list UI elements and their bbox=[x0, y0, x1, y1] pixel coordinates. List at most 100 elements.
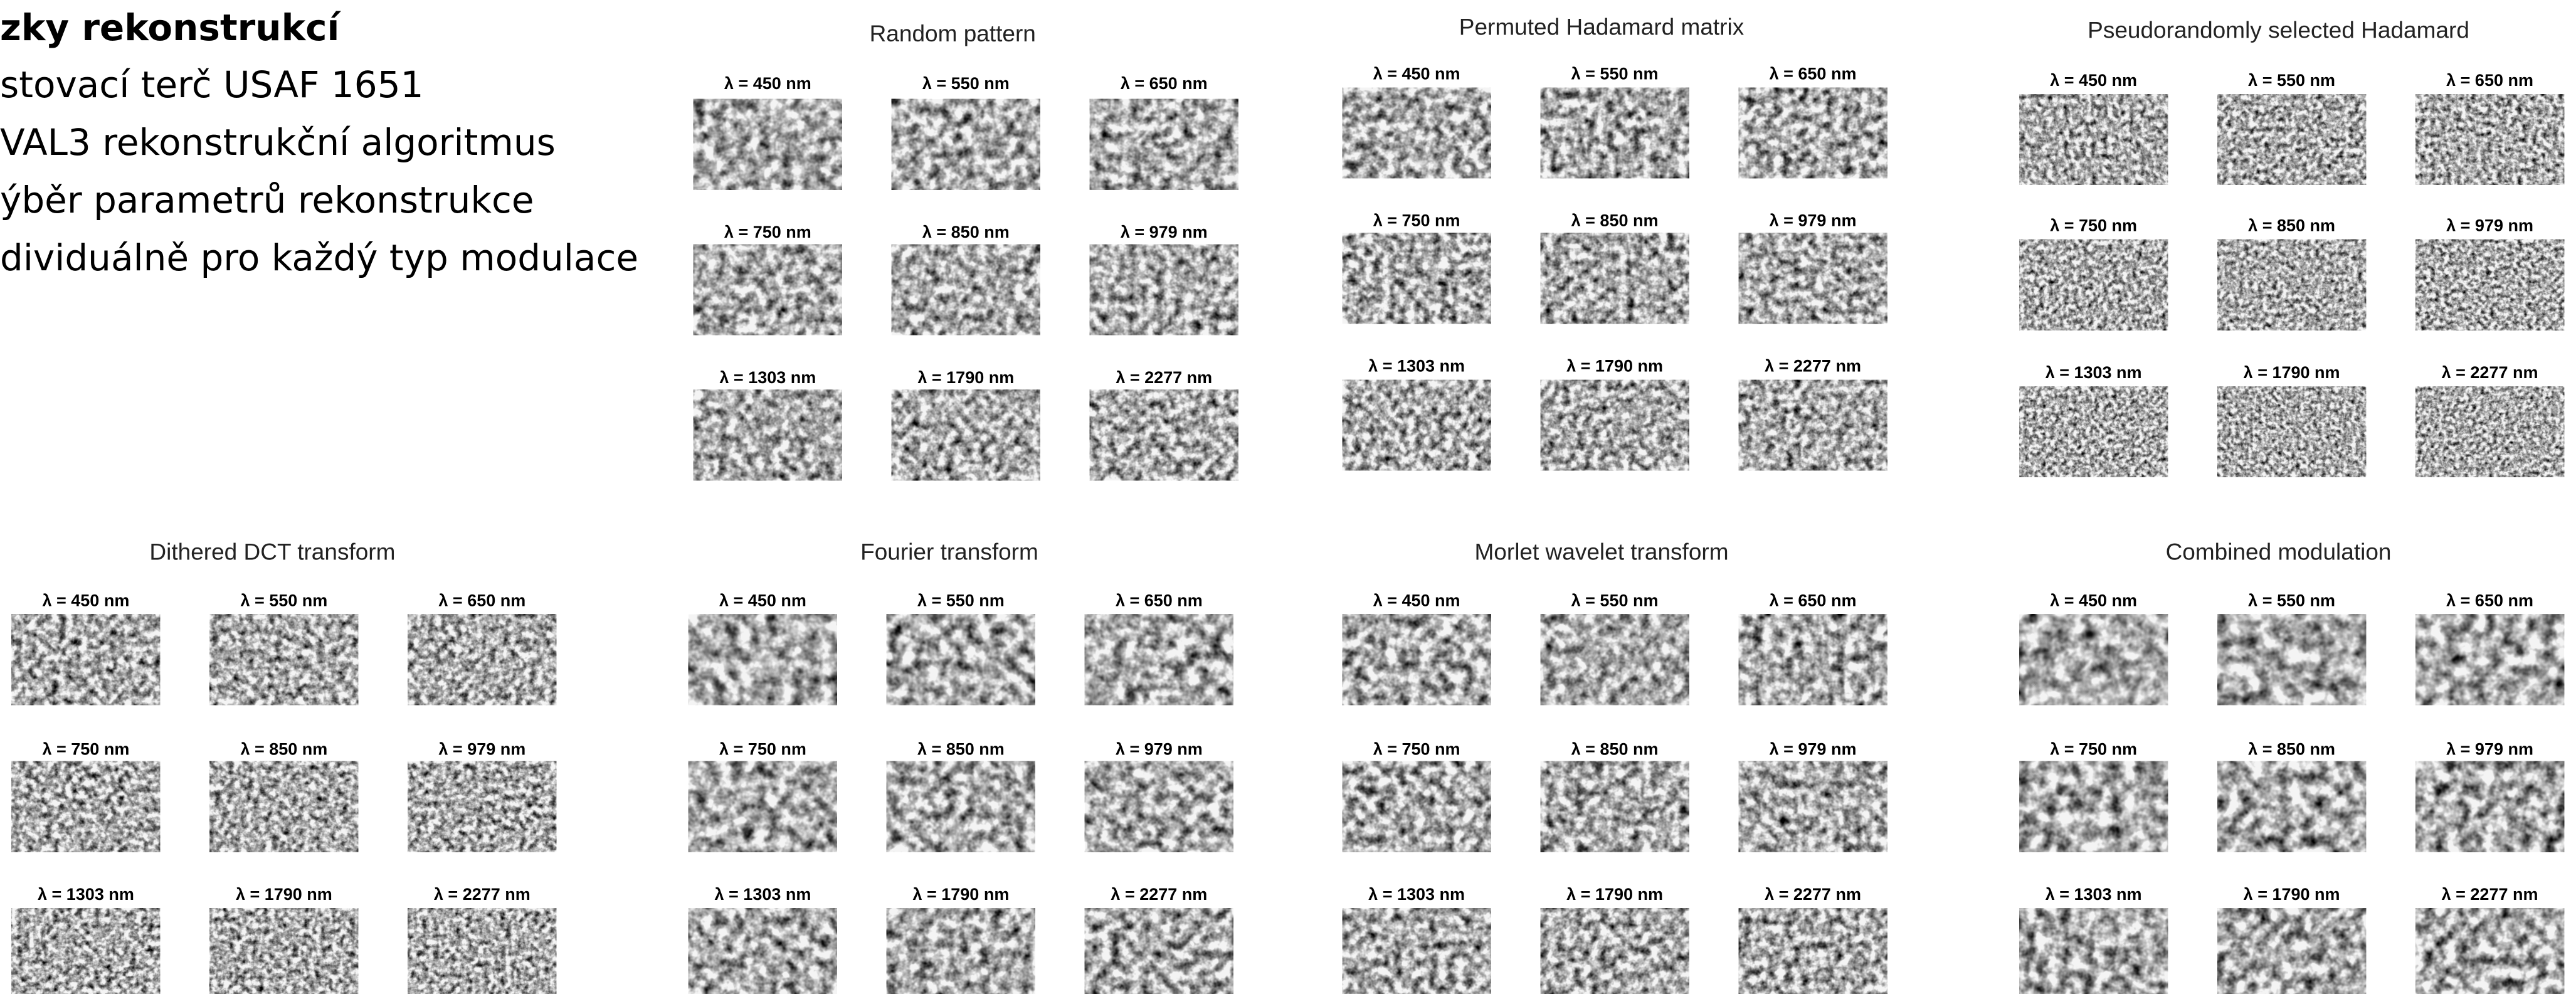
wavelength-label: λ = 850 nm bbox=[2248, 216, 2335, 235]
reconstruction-image bbox=[11, 908, 160, 994]
reconstruction-image bbox=[694, 99, 842, 190]
reconstruction-image bbox=[2217, 908, 2366, 994]
wavelength-label: λ = 550 nm bbox=[240, 591, 327, 610]
panel: Fourier transform λ = 450 nm λ = 550 nm λ =… bbox=[689, 539, 1233, 994]
wavelength-label: λ = 1303 nm bbox=[1368, 885, 1465, 904]
slide-title: zky rekonstrukcí bbox=[0, 6, 342, 49]
wavelength-label: λ = 1790 nm bbox=[917, 368, 1014, 387]
reconstruction-image bbox=[2019, 761, 2168, 852]
panel: Pseudorandomly selected Hadamard λ = 450 … bbox=[2019, 18, 2564, 477]
reconstruction-image bbox=[1541, 380, 1689, 471]
reconstruction-image bbox=[1541, 761, 1689, 852]
reconstruction-image bbox=[689, 908, 837, 994]
panel-title: Fourier transform bbox=[860, 539, 1038, 565]
wavelength-label: λ = 1303 nm bbox=[719, 368, 816, 387]
reconstruction-image bbox=[1343, 380, 1491, 471]
reconstruction-image bbox=[2415, 240, 2564, 330]
reconstruction-image bbox=[1739, 614, 1887, 705]
wavelength-label: λ = 1790 nm bbox=[236, 885, 332, 904]
panel: Permuted Hadamard matrix λ = 450 nm λ = 55… bbox=[1343, 14, 1887, 470]
wavelength-label: λ = 2277 nm bbox=[1111, 885, 1207, 904]
wavelength-label: λ = 2277 nm bbox=[2442, 363, 2538, 382]
wavelength-label: λ = 1303 nm bbox=[2045, 885, 2142, 904]
reconstruction-image bbox=[209, 908, 358, 994]
reconstruction-image bbox=[1541, 614, 1689, 705]
reconstruction-image bbox=[689, 614, 837, 705]
bullet: stovací terč USAF 1651 bbox=[0, 63, 424, 106]
wavelength-label: λ = 450 nm bbox=[1373, 64, 1460, 83]
wavelength-label: λ = 979 nm bbox=[438, 739, 525, 758]
panel-title: Permuted Hadamard matrix bbox=[1459, 14, 1745, 40]
reconstruction-image bbox=[892, 389, 1040, 480]
reconstruction-image bbox=[209, 614, 358, 705]
reconstruction-image bbox=[11, 761, 160, 852]
wavelength-label: λ = 1303 nm bbox=[38, 885, 134, 904]
bullet: ýběr parametrů rekonstrukce bbox=[0, 179, 534, 221]
slide: zky rekonstrukcí stovací terč USAF 1651 … bbox=[0, 0, 2576, 994]
reconstruction-image bbox=[1739, 761, 1887, 852]
wavelength-label: λ = 2277 nm bbox=[1765, 885, 1861, 904]
wavelength-label: λ = 850 nm bbox=[2248, 739, 2335, 758]
reconstruction-image bbox=[887, 908, 1035, 994]
wavelength-label: λ = 1790 nm bbox=[1566, 356, 1663, 375]
wavelength-label: λ = 1790 nm bbox=[1566, 885, 1663, 904]
reconstruction-image bbox=[1343, 88, 1491, 179]
wavelength-label: λ = 850 nm bbox=[922, 223, 1010, 241]
wavelength-label: λ = 450 nm bbox=[2050, 71, 2137, 90]
wavelength-label: λ = 979 nm bbox=[2446, 216, 2533, 235]
wavelength-label: λ = 550 nm bbox=[1571, 64, 1659, 83]
reconstruction-image bbox=[1085, 908, 1233, 994]
wavelength-label: λ = 850 nm bbox=[240, 739, 327, 758]
reconstruction-image bbox=[2019, 386, 2168, 477]
reconstruction-image bbox=[2217, 761, 2366, 852]
wavelength-label: λ = 550 nm bbox=[2248, 71, 2335, 90]
reconstruction-image bbox=[1085, 761, 1233, 852]
reconstruction-image bbox=[1739, 908, 1887, 994]
reconstruction-image bbox=[1343, 614, 1491, 705]
wavelength-label: λ = 750 nm bbox=[1373, 211, 1460, 230]
panel-title: Pseudorandomly selected Hadamard bbox=[2088, 18, 2469, 43]
reconstruction-image bbox=[2415, 908, 2564, 994]
wavelength-label: λ = 650 nm bbox=[1121, 74, 1208, 93]
reconstruction-image bbox=[2019, 240, 2168, 330]
reconstruction-image bbox=[892, 99, 1040, 190]
wavelength-label: λ = 850 nm bbox=[917, 739, 1005, 758]
reconstruction-image bbox=[1090, 389, 1238, 480]
wavelength-label: λ = 450 nm bbox=[1373, 591, 1460, 610]
wavelength-label: λ = 1790 nm bbox=[2244, 363, 2340, 382]
wavelength-label: λ = 1790 nm bbox=[2244, 885, 2340, 904]
reconstruction-image bbox=[2019, 908, 2168, 994]
reconstruction-image bbox=[1541, 88, 1689, 179]
reconstruction-image bbox=[1343, 233, 1491, 324]
reconstruction-image bbox=[892, 245, 1040, 336]
reconstruction-image bbox=[1085, 614, 1233, 705]
wavelength-label: λ = 750 nm bbox=[724, 223, 811, 241]
wavelength-label: λ = 2277 nm bbox=[434, 885, 531, 904]
wavelength-label: λ = 650 nm bbox=[438, 591, 525, 610]
wavelength-label: λ = 650 nm bbox=[1116, 591, 1203, 610]
wavelength-label: λ = 550 nm bbox=[917, 591, 1005, 610]
wavelength-label: λ = 550 nm bbox=[2248, 591, 2335, 610]
wavelength-label: λ = 850 nm bbox=[1571, 211, 1659, 230]
reconstruction-image bbox=[2415, 386, 2564, 477]
wavelength-label: λ = 450 nm bbox=[719, 591, 806, 610]
reconstruction-image bbox=[1090, 245, 1238, 336]
reconstruction-image bbox=[11, 614, 160, 705]
reconstruction-image bbox=[1739, 380, 1887, 471]
reconstruction-image bbox=[2217, 240, 2366, 330]
wavelength-label: λ = 750 nm bbox=[2050, 739, 2137, 758]
wavelength-label: λ = 979 nm bbox=[1116, 739, 1203, 758]
wavelength-label: λ = 550 nm bbox=[922, 74, 1010, 93]
wavelength-label: λ = 650 nm bbox=[2446, 591, 2533, 610]
reconstruction-image bbox=[408, 908, 556, 994]
wavelength-label: λ = 1303 nm bbox=[715, 885, 811, 904]
reconstruction-image bbox=[2415, 94, 2564, 185]
reconstruction-image bbox=[2415, 761, 2564, 852]
wavelength-label: λ = 2277 nm bbox=[1116, 368, 1212, 387]
reconstruction-image bbox=[887, 614, 1035, 705]
reconstruction-image bbox=[887, 761, 1035, 852]
wavelength-label: λ = 550 nm bbox=[1571, 591, 1659, 610]
wavelength-label: λ = 750 nm bbox=[719, 739, 806, 758]
